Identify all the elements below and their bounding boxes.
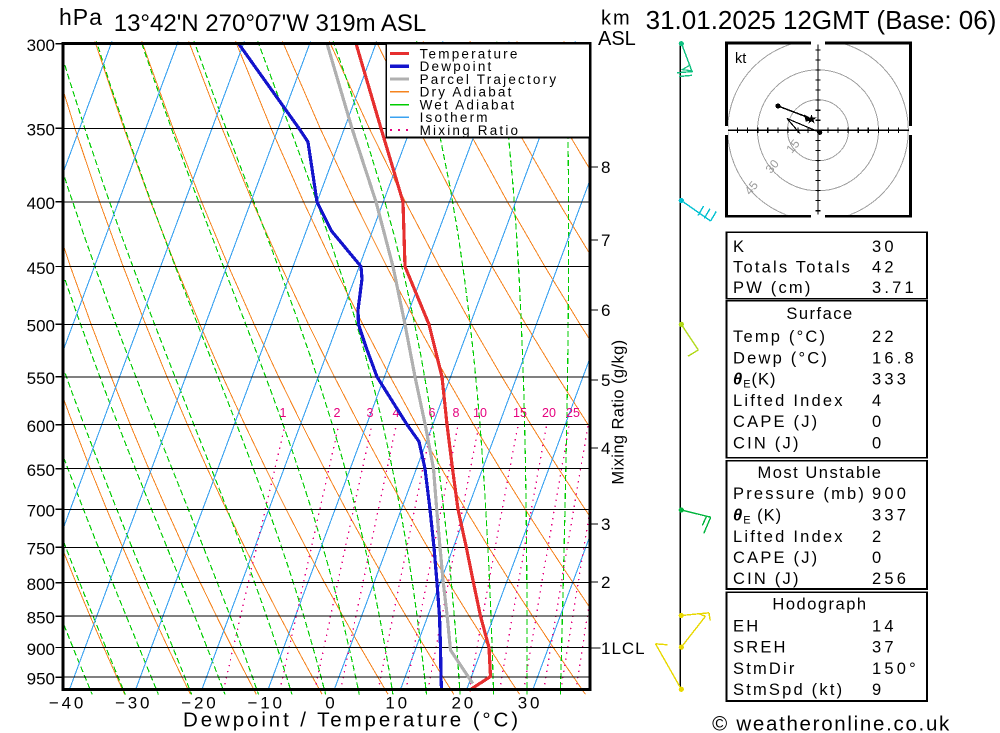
svg-text:333: 333: [872, 371, 909, 389]
svg-text:950: 950: [27, 670, 55, 689]
svg-text:3.71: 3.71: [872, 279, 917, 297]
svg-text:K: K: [733, 238, 746, 256]
svg-text:Lifted Index: Lifted Index: [733, 392, 845, 410]
svg-text:3: 3: [601, 515, 610, 534]
svg-text:30: 30: [518, 694, 543, 713]
svg-text:−40: −40: [49, 694, 86, 713]
svg-text:Dry Adiabat: Dry Adiabat: [420, 85, 514, 100]
svg-text:350: 350: [27, 121, 55, 140]
svg-text:kt: kt: [735, 51, 746, 67]
svg-text:−20: −20: [181, 694, 218, 713]
svg-text:Hodograph: Hodograph: [772, 596, 867, 614]
svg-text:31.01.2025 12GMT (Base: 06): 31.01.2025 12GMT (Base: 06): [646, 5, 997, 35]
svg-text:PW (cm): PW (cm): [733, 279, 813, 297]
svg-text:Temperature: Temperature: [420, 46, 520, 61]
svg-text:3: 3: [367, 406, 374, 420]
svg-text:1LCL: 1LCL: [601, 639, 646, 658]
svg-text:550: 550: [27, 369, 55, 388]
svg-text:0: 0: [872, 413, 884, 431]
svg-text:300: 300: [27, 36, 55, 55]
svg-text:Mixing Ratio: Mixing Ratio: [420, 123, 521, 138]
svg-text:6: 6: [429, 406, 436, 420]
svg-text:© weatheronline.co.uk: © weatheronline.co.uk: [712, 713, 951, 733]
svg-text:2: 2: [872, 528, 884, 546]
svg-text:6: 6: [601, 301, 610, 320]
svg-text:ASL: ASL: [598, 28, 636, 50]
svg-text:13°42'N 270°07'W 319m ASL: 13°42'N 270°07'W 319m ASL: [114, 10, 427, 37]
svg-text:Temp (°C): Temp (°C): [733, 328, 827, 346]
svg-text:Surface: Surface: [786, 305, 853, 323]
svg-text:800: 800: [27, 575, 55, 594]
svg-text:StmDir: StmDir: [733, 660, 797, 678]
svg-text:25: 25: [566, 406, 580, 420]
svg-text:Most Unstable: Most Unstable: [758, 464, 883, 482]
svg-text:4: 4: [601, 439, 610, 458]
svg-text:4: 4: [393, 406, 400, 420]
svg-text:15: 15: [513, 406, 527, 420]
svg-text:8: 8: [453, 406, 460, 420]
svg-text:8: 8: [601, 158, 610, 177]
svg-text:5: 5: [601, 371, 610, 390]
svg-text:−30: −30: [115, 694, 152, 713]
svg-text:10: 10: [385, 694, 410, 713]
svg-text:2: 2: [334, 406, 341, 420]
svg-text:22: 22: [872, 328, 897, 346]
svg-text:14: 14: [872, 618, 897, 636]
svg-text:150°: 150°: [872, 660, 919, 678]
svg-text:Pressure (mb): Pressure (mb): [733, 485, 866, 503]
svg-text:337: 337: [872, 507, 909, 525]
svg-text:850: 850: [27, 608, 55, 627]
svg-text:CAPE (J): CAPE (J): [733, 413, 819, 431]
svg-text:Totals Totals: Totals Totals: [733, 259, 852, 277]
svg-text:400: 400: [27, 194, 55, 213]
svg-text:600: 600: [27, 417, 55, 436]
svg-text:Dewpoint / Temperature (°C): Dewpoint / Temperature (°C): [183, 709, 521, 732]
svg-text:500: 500: [27, 317, 55, 336]
svg-text:Dewpoint: Dewpoint: [420, 59, 494, 74]
svg-text:20: 20: [542, 406, 556, 420]
svg-text:Lifted Index: Lifted Index: [733, 528, 845, 546]
svg-text:1: 1: [280, 406, 287, 420]
svg-text:Wet Adiabat: Wet Adiabat: [420, 97, 517, 112]
svg-text:10: 10: [473, 406, 487, 420]
svg-text:SREH: SREH: [733, 639, 788, 657]
svg-text:42: 42: [872, 259, 897, 277]
svg-text:4: 4: [872, 392, 884, 410]
svg-text:0: 0: [325, 694, 337, 713]
svg-text:7: 7: [601, 231, 610, 250]
svg-text:750: 750: [27, 540, 55, 559]
svg-text:θE(K): θE(K): [733, 371, 777, 391]
svg-text:37: 37: [872, 639, 897, 657]
svg-text:−10: −10: [247, 694, 284, 713]
svg-text:700: 700: [27, 502, 55, 521]
svg-text:EH: EH: [733, 618, 760, 636]
svg-text:0: 0: [872, 434, 884, 452]
svg-text:CIN (J): CIN (J): [733, 570, 801, 588]
svg-text:0: 0: [872, 549, 884, 567]
svg-text:900: 900: [872, 485, 909, 503]
svg-text:30: 30: [872, 238, 897, 256]
svg-text:θE (K): θE (K): [733, 507, 782, 527]
svg-text:900: 900: [27, 640, 55, 659]
svg-text:20: 20: [452, 694, 477, 713]
svg-text:650: 650: [27, 461, 55, 480]
svg-text:StmSpd (kt): StmSpd (kt): [733, 681, 844, 699]
svg-text:256: 256: [872, 570, 909, 588]
svg-text:Mixing Ratio (g/kg): Mixing Ratio (g/kg): [610, 339, 628, 484]
svg-text:CAPE (J): CAPE (J): [733, 549, 819, 567]
svg-text:hPa: hPa: [59, 4, 103, 30]
svg-text:Isotherm: Isotherm: [420, 110, 490, 125]
svg-text:9: 9: [872, 681, 884, 699]
svg-text:CIN (J): CIN (J): [733, 434, 801, 452]
svg-text:450: 450: [27, 259, 55, 278]
svg-text:2: 2: [601, 573, 610, 592]
svg-text:km: km: [601, 8, 632, 30]
svg-text:Parcel Trajectory: Parcel Trajectory: [420, 72, 559, 87]
svg-text:16.8: 16.8: [872, 349, 917, 367]
svg-text:Dewp (°C): Dewp (°C): [733, 349, 829, 367]
